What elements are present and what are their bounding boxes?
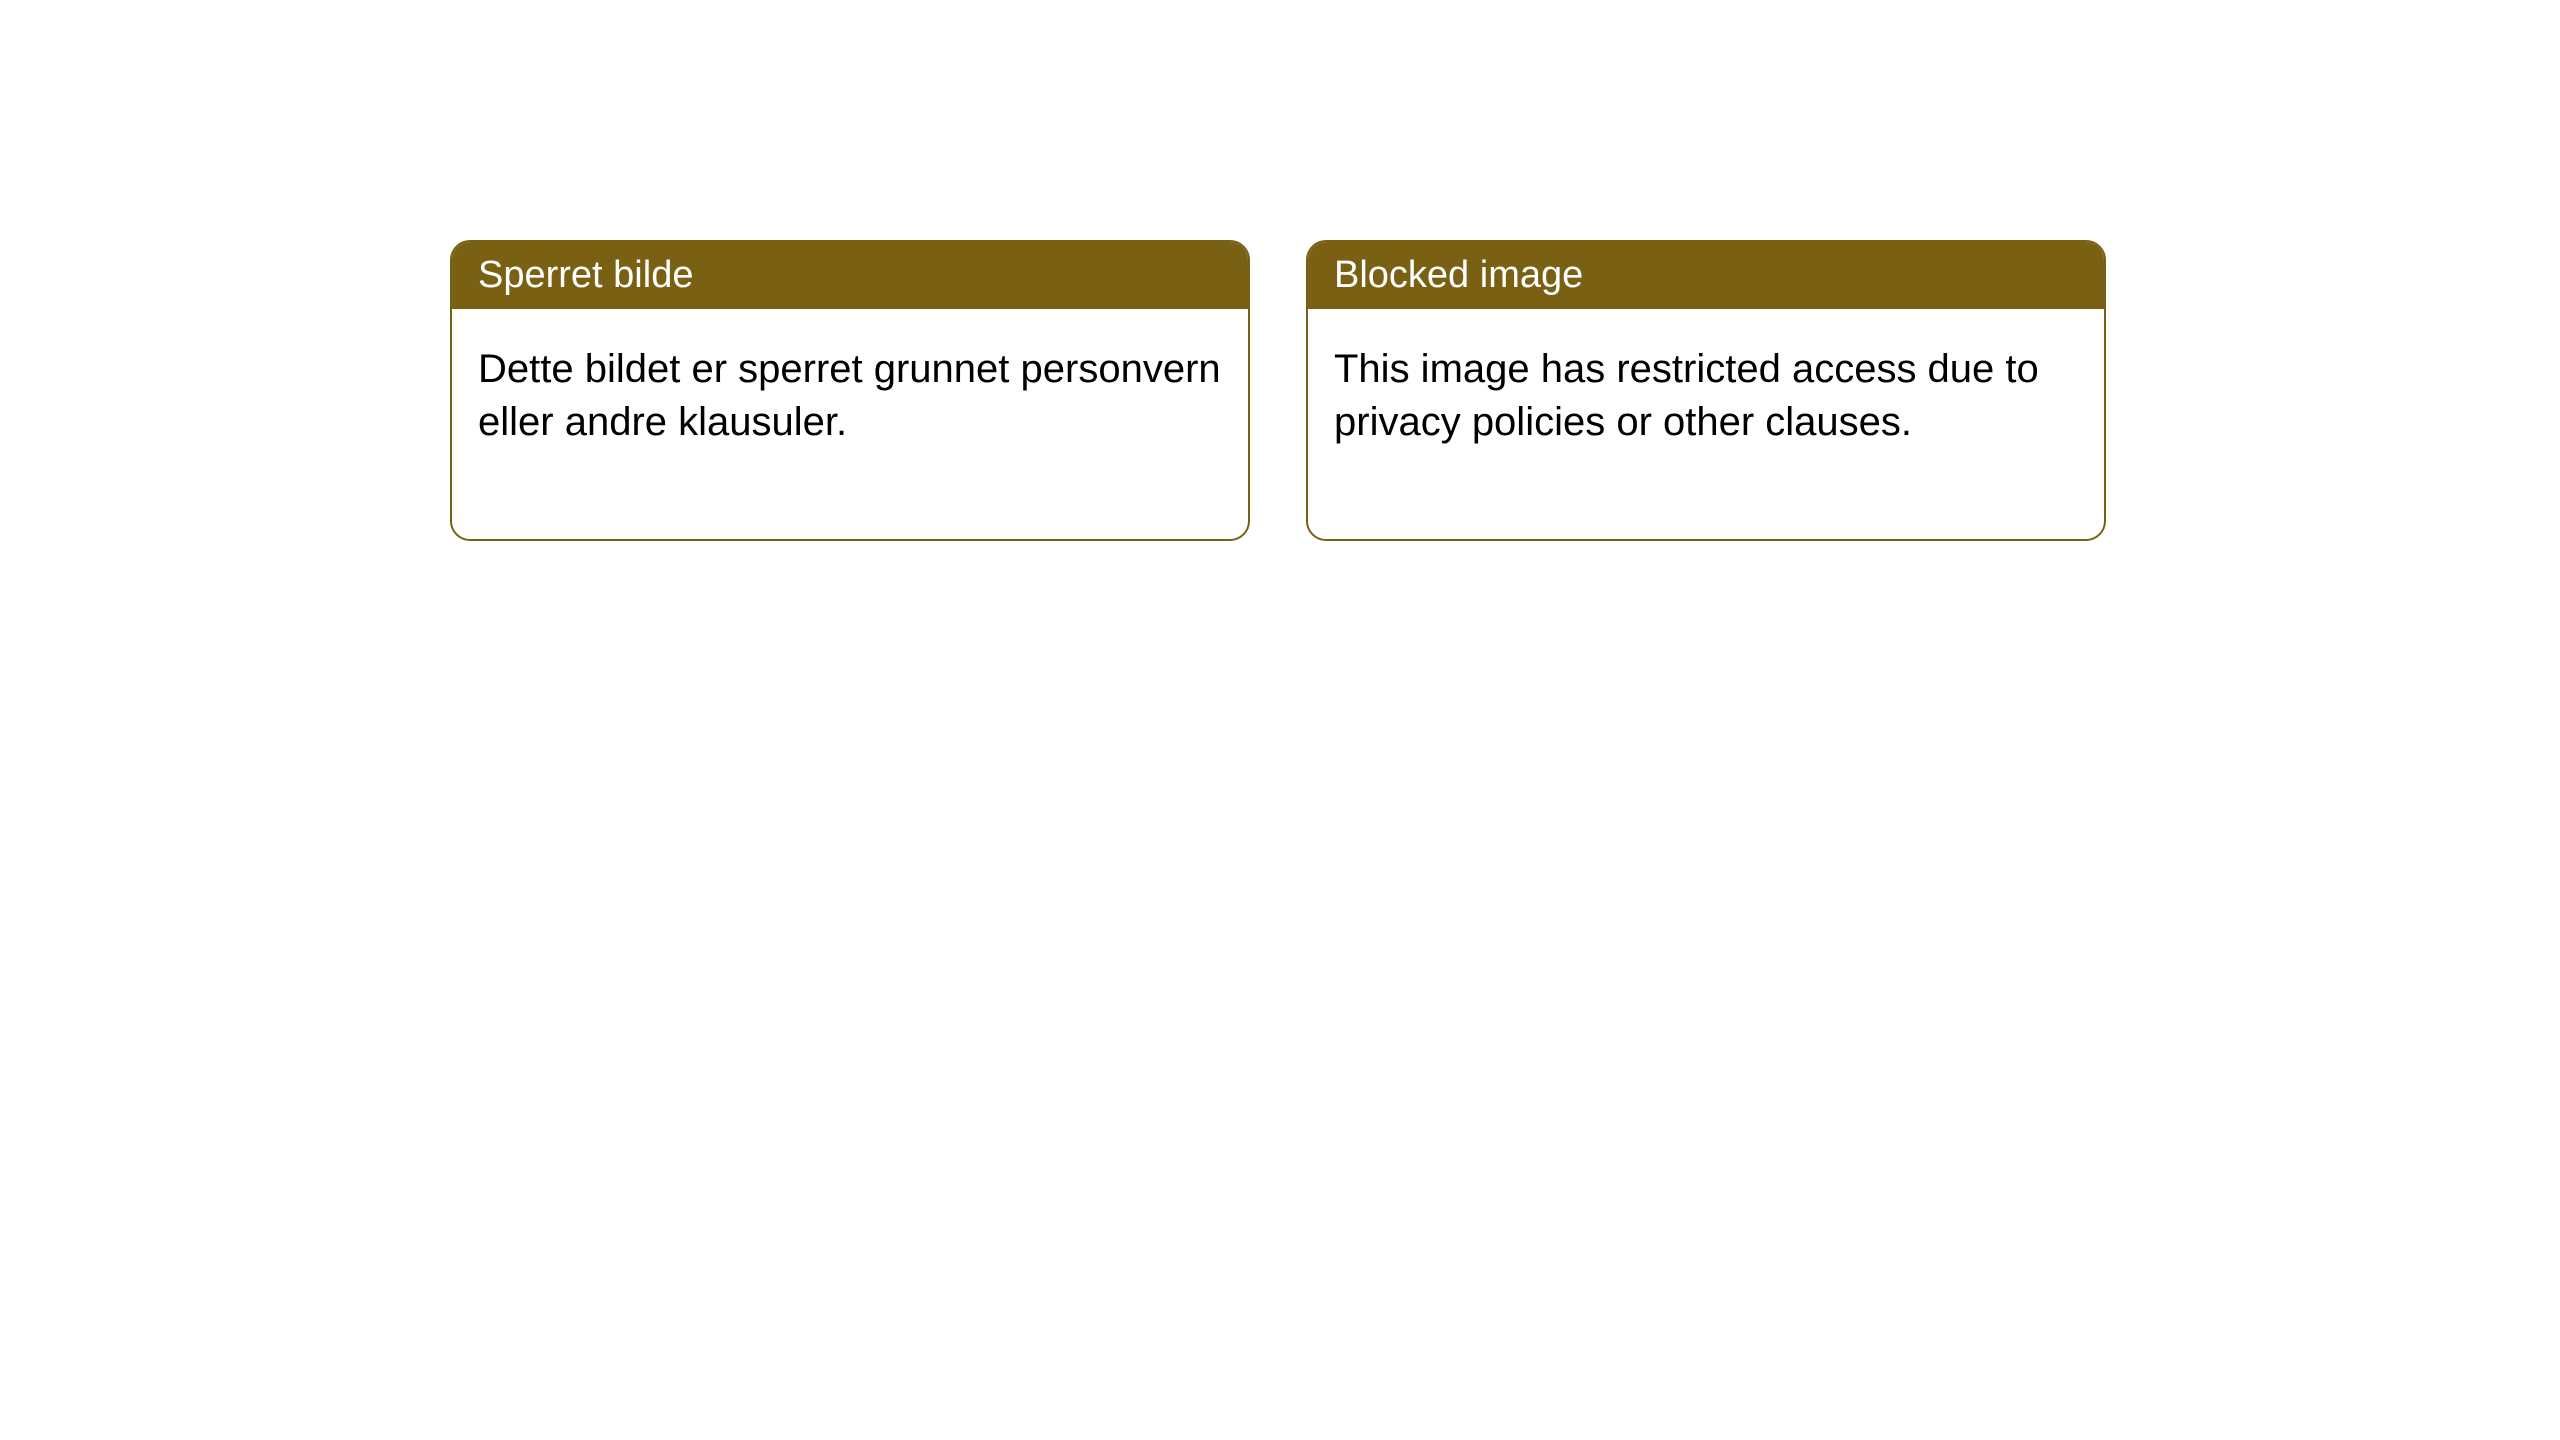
card-header: Blocked image <box>1308 242 2104 309</box>
card-title: Blocked image <box>1334 254 1583 296</box>
notice-card-english: Blocked image This image has restricted … <box>1306 240 2106 541</box>
card-body: Dette bildet er sperret grunnet personve… <box>452 309 1248 539</box>
card-body: This image has restricted access due to … <box>1308 309 2104 539</box>
card-body-text: This image has restricted access due to … <box>1334 347 2039 444</box>
card-title: Sperret bilde <box>478 254 693 296</box>
card-header: Sperret bilde <box>452 242 1248 309</box>
notice-cards-container: Sperret bilde Dette bildet er sperret gr… <box>450 240 2106 541</box>
card-body-text: Dette bildet er sperret grunnet personve… <box>478 347 1221 444</box>
notice-card-norwegian: Sperret bilde Dette bildet er sperret gr… <box>450 240 1250 541</box>
